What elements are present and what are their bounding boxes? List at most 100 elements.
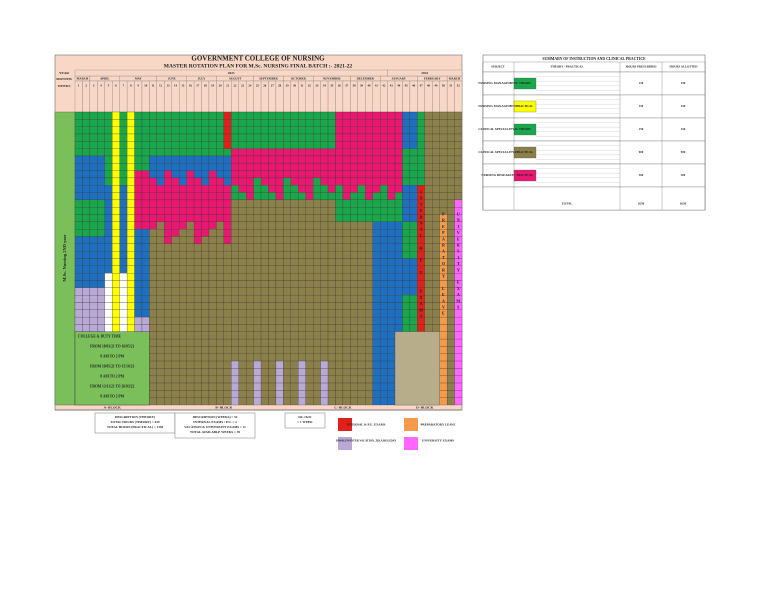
grid-cell (446, 119, 455, 127)
week-label: 5 (108, 84, 110, 88)
grid-cell (305, 185, 314, 193)
grid-cell (298, 126, 306, 135)
grid-cell (253, 155, 262, 164)
grid-cell (231, 368, 239, 376)
grid-cell (268, 251, 277, 259)
grid-cell (193, 170, 202, 179)
grid-cell (275, 360, 284, 369)
grid-cell (89, 221, 98, 230)
grid-cell (275, 221, 284, 230)
grid-cell (387, 382, 396, 391)
grid-cell (179, 126, 187, 135)
grid-cell (246, 251, 254, 259)
grid-cell (104, 273, 113, 281)
grid-cell (305, 353, 314, 362)
grid-cell (149, 163, 157, 171)
week-label: 14 (174, 84, 178, 88)
grid-cell (238, 251, 247, 259)
grid-cell (238, 214, 247, 223)
grid-cell (313, 229, 321, 237)
grid-cell (387, 316, 396, 325)
grid-cell (327, 353, 336, 362)
grid-cell (372, 177, 381, 186)
grid-cell (201, 316, 210, 325)
grid-cell (260, 199, 269, 208)
grid-cell (327, 390, 336, 398)
hours-allotted: 900 (681, 150, 686, 154)
grid-cell (201, 177, 210, 186)
grid-cell (268, 141, 277, 149)
grid-cell (179, 280, 187, 288)
grid-cell (260, 119, 269, 127)
grid-cell (82, 316, 91, 325)
grid-cell (409, 214, 418, 223)
week-label: 38 (353, 84, 357, 88)
grid-cell (417, 148, 425, 157)
college-line: 8 AM TO 2 PM (100, 355, 124, 359)
grid-cell (432, 309, 440, 318)
grid-cell (97, 148, 105, 157)
grid-cell (372, 221, 381, 230)
grid-cell (342, 287, 351, 296)
strip-letter: S (420, 313, 423, 318)
grid-cell (342, 258, 351, 266)
grid-cell (186, 214, 195, 223)
grid-cell (141, 295, 150, 303)
grid-cell (365, 119, 373, 127)
grid-cell (305, 258, 314, 266)
grid-cell (141, 199, 150, 208)
strip-letter: & (419, 245, 423, 250)
grid-cell (454, 390, 463, 398)
grid-cell (126, 148, 135, 157)
grid-cell (216, 111, 224, 120)
grid-cell (112, 287, 120, 296)
grid-cell (424, 258, 433, 266)
grid-cell (290, 236, 299, 244)
grid-cell (290, 316, 299, 325)
grid-cell (119, 155, 128, 164)
grid-cell (342, 177, 351, 186)
grid-cell (231, 185, 239, 193)
grid-cell (231, 221, 239, 230)
grid-cell (357, 331, 366, 340)
grid-cell (394, 236, 403, 244)
grid-cell (372, 192, 381, 201)
grid-cell (260, 382, 269, 391)
grid-cell (268, 192, 277, 201)
grid-cell (246, 126, 254, 135)
grid-cell (149, 368, 157, 376)
grid-cell (424, 324, 433, 332)
grid-cell (82, 148, 91, 157)
grid-cell (275, 207, 284, 215)
grid-cell (446, 221, 455, 230)
grid-cell (260, 316, 269, 325)
grid-cell (119, 265, 128, 274)
grid-cell (104, 258, 113, 266)
grid-cell (201, 273, 210, 281)
grid-cell (186, 243, 195, 252)
grid-cell (298, 207, 306, 215)
grid-cell (320, 192, 329, 201)
grid-cell (216, 207, 224, 215)
grid-cell (201, 126, 210, 135)
grid-cell (298, 141, 306, 149)
grid-cell (305, 229, 314, 237)
grid-cell (372, 199, 381, 208)
grid-cell (104, 170, 113, 179)
grid-cell (275, 258, 284, 266)
grid-cell (186, 353, 195, 362)
grid-cell (179, 243, 187, 252)
grid-cell (372, 316, 381, 325)
grid-cell (387, 265, 396, 274)
grid-cell (231, 324, 239, 332)
grid-cell (439, 316, 448, 325)
grid-cell (446, 111, 455, 120)
hours-allotted: 300 (681, 173, 686, 177)
grid-cell (409, 119, 418, 127)
grid-cell (208, 243, 217, 252)
grid-cell (365, 258, 373, 266)
grid-cell (231, 316, 239, 325)
grid-cell (141, 111, 150, 120)
grid-cell (193, 331, 202, 340)
